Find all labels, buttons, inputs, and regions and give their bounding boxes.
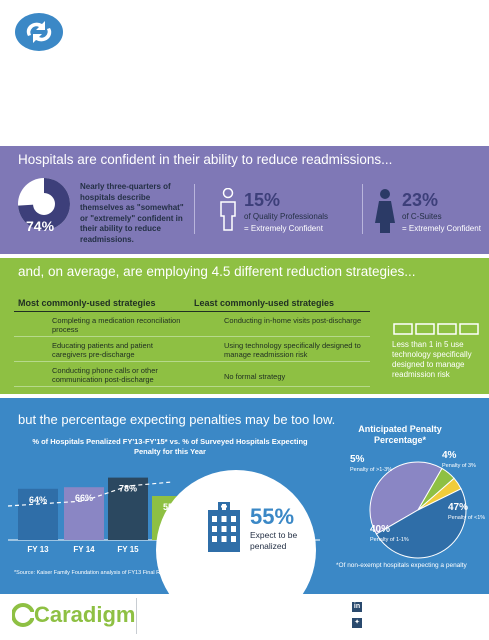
- bar-category-1: FY 14: [73, 545, 95, 554]
- quality-label: of Quality Professionals: [244, 212, 329, 221]
- expect-label: Expect to be penalized: [250, 530, 298, 551]
- person-icon: [220, 188, 236, 231]
- strategy-least: No formal strategy: [224, 372, 286, 381]
- strategies-band: [0, 258, 489, 394]
- strategy-least: Conducting in-home visits post-discharge: [224, 316, 362, 325]
- hospital-building-icon: [208, 502, 240, 552]
- bar-category-0: FY 13: [27, 545, 49, 554]
- quality-sub: = Extremely Confident: [244, 224, 323, 233]
- confidence-description: Nearly three-quarters of hospitals descr…: [80, 182, 184, 244]
- strategy-row: Conducting phone calls or other communic…: [14, 364, 370, 387]
- strategy-row: Educating patients and patient caregiver…: [14, 339, 370, 362]
- linkedin-icon[interactable]: in: [352, 602, 362, 612]
- penalties-title: but the percentage expecting penalties m…: [18, 412, 336, 427]
- penalty-pie-chart: 40% Penalty of 1-1% 5% Penalty of >1-3% 4% Pe…: [350, 450, 485, 559]
- confidence-donut: [18, 178, 70, 230]
- strategies-title: and, on average, are employing 4.5 diffe…: [18, 264, 416, 279]
- pie-value-2: 4%: [442, 450, 457, 461]
- confidence-band: [0, 146, 489, 254]
- bar-chart-title: % of Hospitals Penalized FY'13-FY'15* vs…: [32, 437, 308, 456]
- footer-brand[interactable]: Caradigm: [34, 602, 136, 627]
- bar-label-1: 66%: [75, 493, 93, 503]
- least-header: Least commonly-used strategies: [194, 298, 335, 308]
- pie-label-0: Penalty of 1-1%: [370, 537, 409, 543]
- divider: [362, 184, 363, 234]
- bar-label-0: 64%: [29, 495, 47, 505]
- divider: [194, 184, 195, 234]
- source-note: *Source: Kaiser Family Foundation analys…: [14, 570, 248, 576]
- strategy-most: Completing a medication reconciliation p…: [52, 316, 181, 334]
- pie-label-1: Penalty of >1-3%: [350, 467, 392, 473]
- bar-category-2: FY 15: [117, 545, 139, 554]
- strategy-least: Using technology specifically designed t…: [224, 341, 361, 359]
- bar-2: [108, 477, 148, 540]
- twitter-icon[interactable]: ✦: [352, 618, 362, 628]
- most-header: Most commonly-used strategies: [18, 298, 156, 308]
- bar-0: [18, 488, 58, 540]
- pie-value-0: 40%: [370, 524, 390, 535]
- strategy-most: Conducting phone calls or other communic…: [52, 366, 158, 384]
- caradigm-logo-icon: [12, 603, 34, 627]
- strategy-row: Completing a medication reconciliation p…: [14, 314, 370, 337]
- bar-1: [64, 487, 104, 540]
- footer-divider: [136, 598, 137, 634]
- csuite-label: of C-Suites: [402, 212, 442, 221]
- csuite-pct: 23%: [402, 190, 439, 210]
- bar-label-2: 78%: [119, 484, 137, 494]
- pie-label-3: Penalty of <1%: [448, 515, 485, 521]
- pie-label-2: Penalty of 3%: [442, 463, 476, 469]
- pie-value-1: 5%: [350, 454, 365, 465]
- devices-icon: [393, 323, 479, 335]
- technology-note: Less than 1 in 5 use technology specific…: [392, 340, 472, 379]
- woman-icon: [375, 189, 395, 233]
- pie-value-3: 47%: [448, 502, 468, 513]
- donut-value: 74%: [26, 218, 55, 234]
- caradigm-logo-icon: [15, 13, 63, 51]
- pie-title: Anticipated Penalty Percentage*: [358, 424, 442, 445]
- pie-slice-3: [375, 488, 467, 559]
- quality-pct: 15%: [244, 190, 281, 210]
- csuite-sub: = Extremely Confident: [402, 224, 481, 233]
- strategy-most: Educating patients and patient caregiver…: [52, 341, 153, 359]
- pie-slice-0: [369, 461, 443, 535]
- header-rule: [14, 311, 370, 312]
- expect-pct: 55%: [250, 504, 295, 529]
- pie-footnote: *Of non-exempt hospitals expecting a pen…: [336, 562, 467, 569]
- confidence-title: Hospitals are confident in their ability…: [18, 152, 393, 167]
